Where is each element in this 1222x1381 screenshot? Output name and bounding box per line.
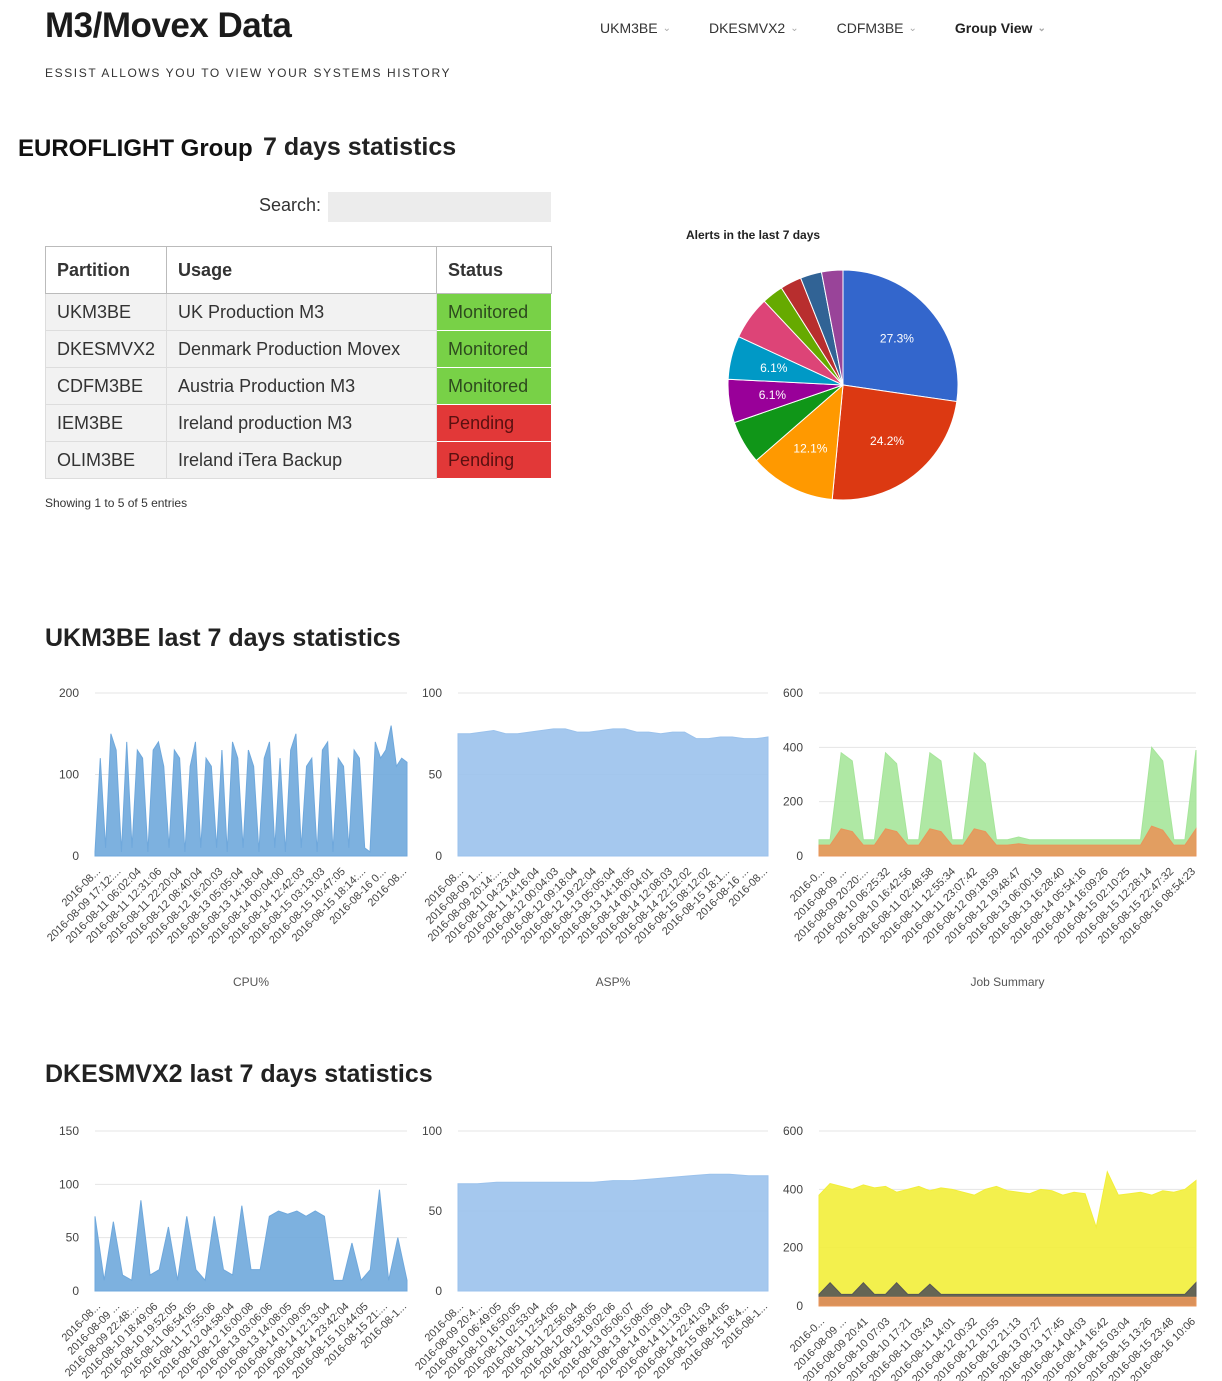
table-row[interactable]: UKM3BE UK Production M3 Monitored: [44, 293, 552, 331]
status-badge: Monitored: [436, 293, 552, 331]
pie-slice-label: 24.2%: [870, 434, 904, 448]
cell-usage: Austria Production M3: [166, 367, 438, 405]
nav-item-dkesmvx2[interactable]: DKESMVX2 ⌄: [709, 20, 799, 36]
pie-slice[interactable]: [820, 269, 844, 386]
series-area[interactable]: [94, 725, 408, 857]
status-badge: Pending: [436, 404, 552, 442]
y-tick-label: 50: [429, 768, 443, 782]
cell-partition: DKESMVX2: [44, 330, 168, 368]
status-badge: Monitored: [436, 367, 552, 405]
y-tick-label: 100: [422, 686, 442, 700]
axis-caption: Job Summary: [970, 975, 1044, 989]
group-subtitle: 7 days statistics: [263, 133, 457, 161]
y-tick-label: 600: [783, 1124, 803, 1138]
y-tick-label: 0: [796, 1299, 803, 1313]
chevron-down-icon: ⌄: [790, 22, 799, 34]
y-tick-label: 0: [72, 849, 79, 863]
pie-slice-label: 6.1%: [760, 361, 788, 375]
y-tick-label: 400: [783, 1182, 803, 1196]
y-tick-label: 200: [783, 1241, 803, 1255]
search-input[interactable]: [328, 192, 551, 222]
cell-partition: UKM3BE: [44, 293, 168, 331]
column-header-usage[interactable]: Usage: [166, 246, 438, 294]
table-row[interactable]: OLIM3BE Ireland iTera Backup Pending: [44, 441, 552, 479]
nav-item-ukm3be[interactable]: UKM3BE ⌄: [600, 20, 671, 36]
pie-slice-label: 27.3%: [880, 331, 914, 345]
y-tick-label: 400: [783, 740, 803, 754]
nav-item-label: Group View: [954, 20, 1033, 36]
y-tick-label: 0: [435, 1284, 442, 1298]
section-title-dkesmvx2: DKESMVX2 last 7 days statistics: [45, 1060, 433, 1088]
series-area[interactable]: [457, 1173, 769, 1292]
section-title-ukm3be: UKM3BE last 7 days statistics: [45, 624, 401, 652]
cell-partition: CDFM3BE: [44, 367, 168, 405]
cell-usage: UK Production M3: [166, 293, 438, 331]
table-row[interactable]: IEM3BE Ireland production M3 Pending: [44, 404, 552, 442]
chevron-down-icon: ⌄: [908, 22, 917, 34]
partition-table: Partition Usage Status UKM3BE UK Product…: [44, 246, 552, 479]
cell-partition: IEM3BE: [44, 404, 168, 442]
nav-item-label: UKM3BE: [600, 20, 658, 36]
pie-slice[interactable]: [842, 269, 959, 403]
series-area[interactable]: [457, 728, 769, 857]
search-label: Search:: [259, 195, 322, 215]
site-title[interactable]: M3/Movex Data: [45, 6, 292, 45]
y-tick-label: 200: [783, 795, 803, 809]
pie-slice[interactable]: [831, 384, 958, 501]
site-tagline: ESSIST ALLOWS YOU TO VIEW YOUR SYSTEMS H…: [45, 66, 452, 80]
cell-partition: OLIM3BE: [44, 441, 168, 479]
cell-usage: Denmark Production Movex: [166, 330, 438, 368]
cell-usage: Ireland iTera Backup: [166, 441, 438, 479]
chevron-down-icon: ⌄: [1037, 22, 1046, 34]
pie-slice-label: 12.1%: [793, 441, 827, 455]
series-area[interactable]: [818, 825, 1197, 857]
y-tick-label: 0: [435, 849, 442, 863]
axis-caption: CPU%: [233, 975, 269, 989]
table-header-row: Partition Usage Status: [44, 246, 552, 294]
table-row[interactable]: CDFM3BE Austria Production M3 Monitored: [44, 367, 552, 405]
alerts-pie-chart: 27.3% 24.2% 12.1% 6.1% 6.1%: [727, 269, 959, 501]
nav-item-label: CDFM3BE: [836, 20, 904, 36]
column-header-status[interactable]: Status: [436, 246, 552, 294]
table-row[interactable]: DKESMVX2 Denmark Production Movex Monito…: [44, 330, 552, 368]
chevron-down-icon: ⌄: [662, 22, 671, 34]
main-nav: UKM3BE ⌄ DKESMVX2 ⌄ CDFM3BE ⌄ Group View…: [600, 20, 1084, 36]
axis-caption: ASP%: [596, 975, 631, 989]
y-tick-label: 100: [59, 768, 79, 782]
nav-item-group-view[interactable]: Group View ⌄: [955, 20, 1046, 36]
column-header-partition[interactable]: Partition: [44, 246, 168, 294]
cell-usage: Ireland production M3: [166, 404, 438, 442]
series-area[interactable]: [818, 1170, 1197, 1307]
pie-slice[interactable]: [755, 383, 844, 501]
y-tick-label: 50: [429, 1204, 443, 1218]
y-tick-label: 0: [796, 849, 803, 863]
table-info: Showing 1 to 5 of 5 entries: [45, 496, 188, 510]
y-tick-label: 150: [59, 1124, 79, 1138]
group-title: EUROFLIGHT Group: [18, 135, 253, 162]
series-area[interactable]: [818, 1296, 1197, 1307]
y-tick-label: 200: [59, 686, 79, 700]
nav-item-cdfm3be[interactable]: CDFM3BE ⌄: [837, 20, 917, 36]
status-badge: Monitored: [436, 330, 552, 368]
series-area[interactable]: [94, 1189, 408, 1292]
status-badge: Pending: [436, 441, 552, 479]
y-tick-label: 100: [59, 1177, 79, 1191]
y-tick-label: 100: [422, 1124, 442, 1138]
pie-chart-title: Alerts in the last 7 days: [686, 228, 821, 242]
nav-item-label: DKESMVX2: [708, 20, 786, 36]
pie-slice-label: 6.1%: [759, 388, 787, 402]
y-tick-label: 0: [72, 1284, 79, 1298]
y-tick-label: 600: [783, 686, 803, 700]
y-tick-label: 50: [66, 1231, 80, 1245]
